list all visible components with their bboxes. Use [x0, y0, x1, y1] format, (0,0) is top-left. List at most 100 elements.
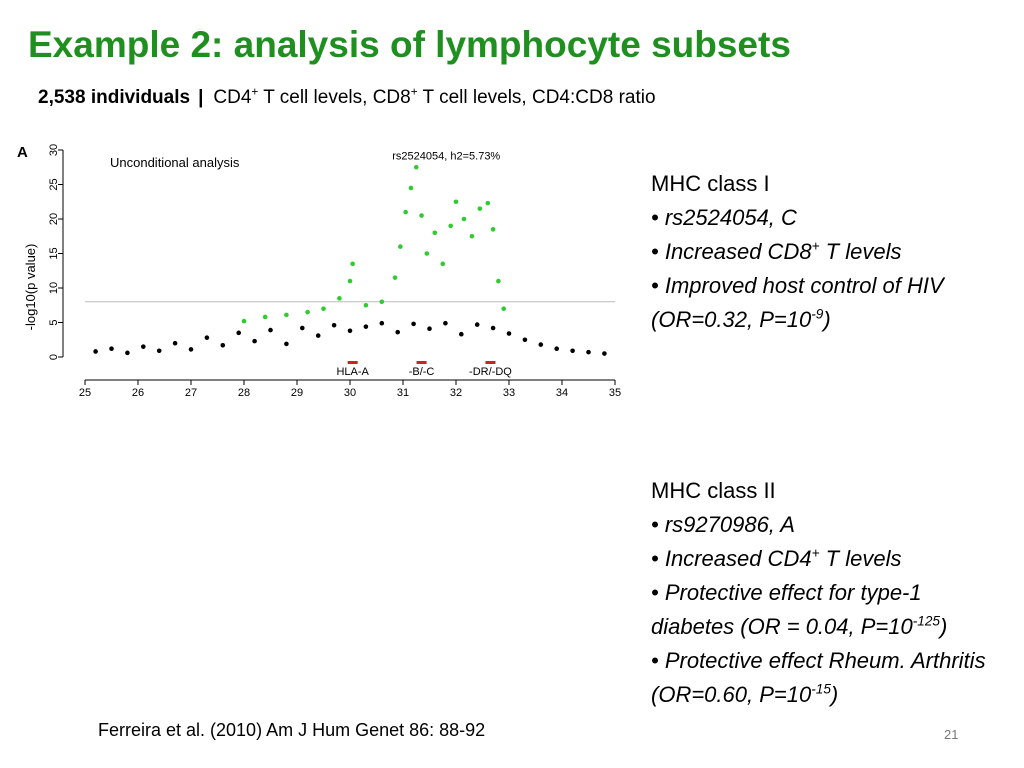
subtitle-sup-1: +: [251, 85, 259, 99]
background-point: [284, 341, 289, 347]
background-point: [459, 331, 464, 337]
page-number: 21: [944, 727, 959, 742]
significant-point: [337, 296, 342, 301]
bullet-text: Protective effect for type-1 diabetes (O…: [651, 580, 922, 639]
mhc-class-i-bullet: • rs2524054, C: [651, 205, 797, 230]
significant-point: [496, 278, 501, 284]
significant-point: [347, 278, 353, 284]
significant-point: [398, 244, 403, 249]
significant-point: [461, 216, 467, 222]
bullet-tail: ): [823, 307, 831, 332]
gene-marker-label: -B/-C: [409, 366, 435, 378]
significant-point: [350, 261, 355, 267]
gene-markers: HLA-A -B/-C -DR/-DQ: [336, 361, 512, 378]
bullet-text: Increased CD8: [664, 239, 812, 264]
background-point: [125, 350, 130, 356]
significant-point: [392, 275, 398, 280]
bullet-text: rs2524054, C: [664, 205, 797, 230]
x-tick-label: 34: [556, 387, 568, 399]
background-point: [443, 320, 448, 326]
background-point: [586, 349, 591, 355]
y-tick-label: 20: [48, 213, 60, 225]
significant-point: [469, 233, 475, 239]
y-tick-label: 10: [48, 282, 60, 294]
mhc-class-i-panel: MHC class I • rs2524054, C • Increased C…: [651, 167, 981, 337]
gene-marker-bar: [347, 361, 358, 364]
x-tick-label: 31: [397, 387, 409, 399]
background-point: [268, 327, 273, 333]
significant-point: [241, 318, 247, 324]
subtitle-sup-2: +: [410, 85, 418, 99]
significant-point: [501, 306, 507, 311]
peak-annotation: rs2524054, h2=5.73%: [392, 150, 500, 162]
mhc-class-i-heading: MHC class I: [651, 171, 770, 196]
significant-point: [485, 200, 491, 206]
x-tick-label: 35: [609, 387, 621, 399]
subtitle-sample-size: 2,538 individuals: [38, 87, 191, 108]
subtitle-part-2: T cell levels, CD8: [258, 87, 411, 108]
mhc-class-ii-heading: MHC class II: [651, 478, 776, 503]
background-point: [570, 348, 575, 354]
manhattan-plot: A -log10(p value) Unconditional analysis…: [17, 144, 621, 399]
y-tick-label: 25: [48, 178, 60, 190]
bullet-tail: ): [830, 682, 839, 707]
background-point: [300, 325, 305, 331]
background-point: [252, 338, 257, 344]
bullet-sup: -15: [811, 681, 831, 697]
significant-point: [305, 309, 310, 315]
significant-point: [448, 223, 454, 229]
significant-point: [321, 306, 326, 311]
x-tick-label: 29: [291, 387, 303, 399]
bullet-text: Increased CD4: [664, 546, 812, 571]
background-point: [315, 333, 321, 338]
mhc-class-ii-panel: MHC class II • rs9270986, A • Increased …: [651, 474, 1001, 712]
background-point: [188, 347, 194, 352]
bullet-sup: -125: [912, 613, 941, 629]
subtitle-separator: |: [198, 87, 204, 108]
gene-marker-label: -DR/-DQ: [469, 366, 512, 378]
subtitle-part-1: CD4: [213, 87, 252, 108]
slide-title: Example 2: analysis of lymphocyte subset…: [28, 24, 791, 65]
background-point: [379, 320, 385, 326]
gene-marker-bar: [485, 361, 496, 364]
background-point: [204, 335, 210, 340]
x-tick-label: 30: [344, 387, 356, 399]
background-point: [363, 324, 369, 329]
panel-letter: A: [17, 144, 28, 161]
plot-title: Unconditional analysis: [110, 155, 240, 170]
x-tick-label: 28: [238, 387, 250, 399]
mhc-class-ii-bullet: • Increased CD4+ T levels: [651, 545, 902, 571]
significant-point: [477, 206, 483, 211]
mhc-class-i-bullet: • Increased CD8+ T levels: [651, 238, 902, 264]
bullet-tail: T levels: [819, 239, 902, 264]
background-point: [522, 337, 528, 343]
background-point: [220, 342, 226, 348]
y-tick-label: 15: [48, 247, 60, 259]
gene-marker-bar: [416, 361, 427, 364]
significant-point: [284, 312, 289, 318]
background-point: [602, 351, 607, 356]
bullet-tail: T levels: [819, 546, 902, 571]
background-point: [347, 328, 353, 334]
significant-point: [413, 164, 419, 170]
mhc-class-ii-bullet: • rs9270986, A: [651, 512, 795, 537]
significant-point: [363, 302, 369, 308]
y-tick-label: 0: [48, 354, 60, 360]
background-point: [411, 321, 416, 327]
y-axis-label: -log10(p value): [23, 244, 38, 331]
background-point: [156, 348, 162, 354]
bullet-text: rs9270986, A: [664, 512, 795, 537]
background-point: [141, 344, 146, 349]
background-point: [395, 329, 401, 335]
background-point: [172, 340, 178, 346]
x-tick-label: 33: [503, 387, 515, 399]
citation: Ferreira et al. (2010) Am J Hum Genet 86…: [98, 720, 486, 740]
bullet-tail: ): [940, 614, 948, 639]
background-point: [236, 330, 241, 336]
y-tick-label: 5: [48, 319, 60, 325]
plot-points: [93, 164, 607, 356]
background-point: [538, 342, 544, 347]
background-point: [490, 325, 496, 331]
bullet-sup: -9: [811, 306, 824, 322]
x-tick-label: 26: [132, 387, 144, 399]
